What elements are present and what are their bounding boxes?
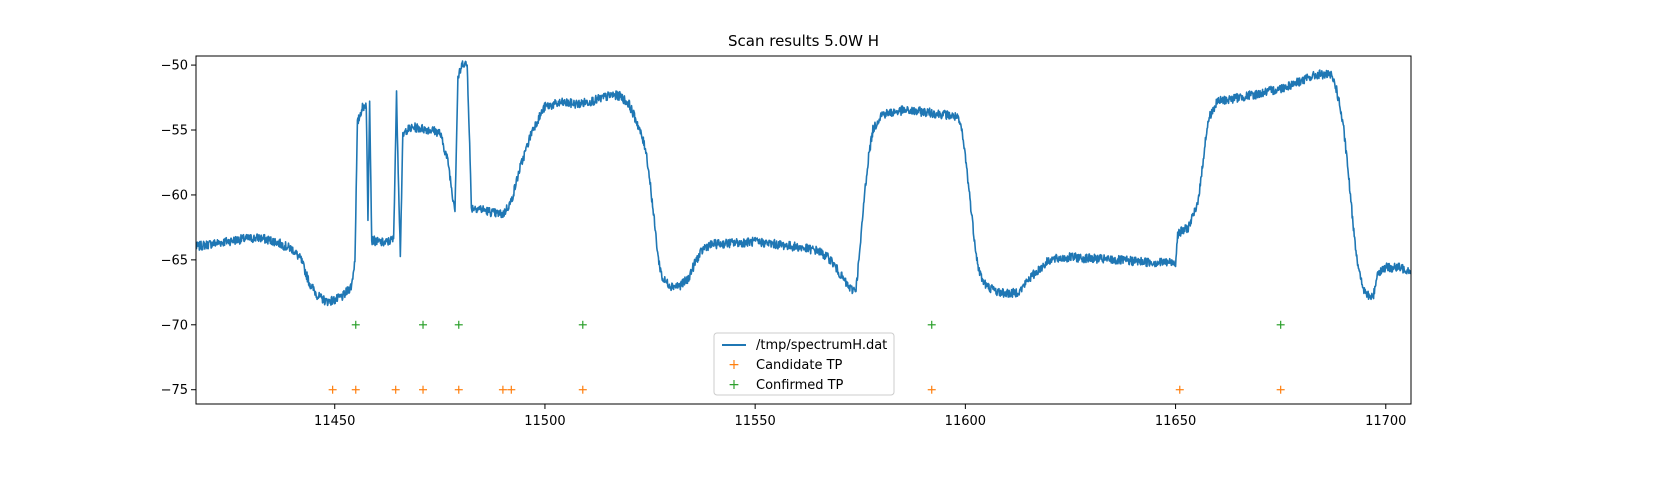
y-axis: −50 −55 −60 −65 −70 −75 bbox=[161, 59, 196, 398]
legend: /tmp/spectrumH.dat + Candidate TP + Conf… bbox=[713, 332, 895, 396]
y-tick-label: −65 bbox=[161, 253, 188, 268]
candidate-tp-marker bbox=[927, 385, 936, 394]
legend-marker-candidate: + bbox=[728, 357, 740, 373]
confirmed-tp-marker bbox=[1276, 320, 1285, 329]
y-tick-label: −70 bbox=[161, 318, 188, 333]
y-tick-label: −50 bbox=[161, 59, 188, 74]
legend-marker-confirmed: + bbox=[728, 377, 740, 393]
x-tick-label: 11450 bbox=[314, 414, 355, 429]
y-tick-label: −75 bbox=[161, 383, 188, 398]
x-tick-label: 11500 bbox=[524, 414, 565, 429]
x-tick-label: 11650 bbox=[1155, 414, 1196, 429]
x-tick-label: 11700 bbox=[1365, 414, 1406, 429]
y-tick-label: −60 bbox=[161, 188, 188, 203]
candidate-tp-marker bbox=[454, 385, 463, 394]
y-tick-label: −55 bbox=[161, 124, 188, 139]
plot-frame bbox=[195, 55, 1412, 405]
x-axis: 11450 11500 11550 11600 11650 11700 bbox=[314, 404, 1406, 429]
legend-box bbox=[713, 332, 895, 396]
candidate-tp-marker bbox=[1276, 385, 1285, 394]
legend-label-candidate: Candidate TP bbox=[756, 358, 843, 373]
legend-label-spectrum: /tmp/spectrumH.dat bbox=[756, 338, 887, 353]
confirmed-tp-marker bbox=[927, 320, 936, 329]
chart-title: Scan results 5.0W H bbox=[728, 32, 879, 50]
confirmed-tp-marker bbox=[454, 320, 463, 329]
candidate-tp-marker bbox=[328, 385, 337, 394]
confirmed-tp-marker bbox=[351, 320, 360, 329]
candidate-tp-marker bbox=[578, 385, 587, 394]
plot-area bbox=[196, 60, 1411, 394]
candidate-tp-marker bbox=[351, 385, 360, 394]
candidate-tp-marker bbox=[419, 385, 428, 394]
spectrum-line bbox=[196, 60, 1411, 307]
legend-label-confirmed: Confirmed TP bbox=[756, 378, 844, 393]
candidate-tp-marker bbox=[391, 385, 400, 394]
confirmed-tp-marker bbox=[419, 320, 428, 329]
x-tick-label: 11600 bbox=[945, 414, 986, 429]
candidate-tp-marker bbox=[507, 385, 516, 394]
x-tick-label: 11550 bbox=[734, 414, 775, 429]
candidate-tp-marker bbox=[498, 385, 507, 394]
candidate-tp-marker bbox=[1175, 385, 1184, 394]
confirmed-tp-marker bbox=[578, 320, 587, 329]
